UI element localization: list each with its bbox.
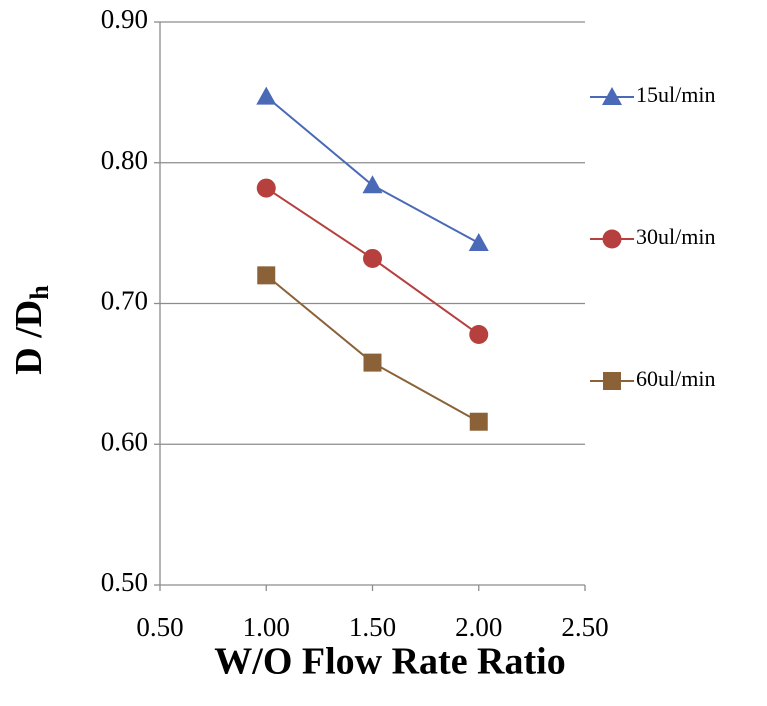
x-tick-label: 0.50 (136, 612, 183, 642)
data-point (469, 233, 489, 251)
legend-marker (603, 230, 622, 249)
x-tick-label: 2.50 (561, 612, 608, 642)
x-tick-label: 2.00 (455, 612, 502, 642)
y-tick-label: 0.70 (101, 286, 148, 316)
data-point (470, 413, 488, 431)
legend-label: 15ul/min (636, 82, 715, 107)
y-tick-label: 0.90 (101, 4, 148, 34)
series-line (266, 275, 479, 421)
y-tick-label: 0.60 (101, 426, 148, 456)
x-tick-label: 1.00 (243, 612, 290, 642)
y-axis-label: D /Dh (8, 285, 54, 375)
y-axis-label-sub: h (25, 285, 54, 300)
data-point (363, 175, 383, 193)
legend-label: 60ul/min (636, 366, 715, 391)
x-tick-label: 1.50 (349, 612, 396, 642)
y-tick-label: 0.50 (101, 567, 148, 597)
legend-label: 30ul/min (636, 224, 715, 249)
legend-marker (603, 372, 621, 390)
data-point (256, 87, 276, 105)
data-point (469, 325, 488, 344)
y-axis-label-main: D /D (8, 300, 50, 375)
data-point (364, 354, 382, 372)
data-point (257, 266, 275, 284)
y-tick-label: 0.80 (101, 145, 148, 175)
x-axis-label: W/O Flow Rate Ratio (214, 641, 565, 683)
data-point (257, 179, 276, 198)
data-point (363, 249, 382, 268)
series-line (266, 97, 479, 243)
chart: W/O Flow Rate Ratio D /Dh 0.50 0.60 0.70 0.… (0, 0, 767, 706)
